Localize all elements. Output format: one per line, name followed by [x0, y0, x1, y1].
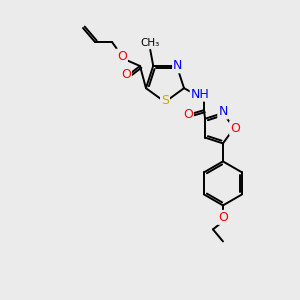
Text: CH₃: CH₃	[141, 38, 160, 48]
Text: O: O	[121, 68, 131, 82]
Text: NH: NH	[190, 88, 209, 101]
Text: O: O	[218, 211, 228, 224]
Text: O: O	[183, 108, 193, 121]
Text: O: O	[230, 122, 240, 135]
Text: S: S	[161, 94, 169, 107]
Text: O: O	[117, 50, 127, 62]
Text: N: N	[173, 59, 182, 72]
Text: N: N	[218, 106, 228, 118]
